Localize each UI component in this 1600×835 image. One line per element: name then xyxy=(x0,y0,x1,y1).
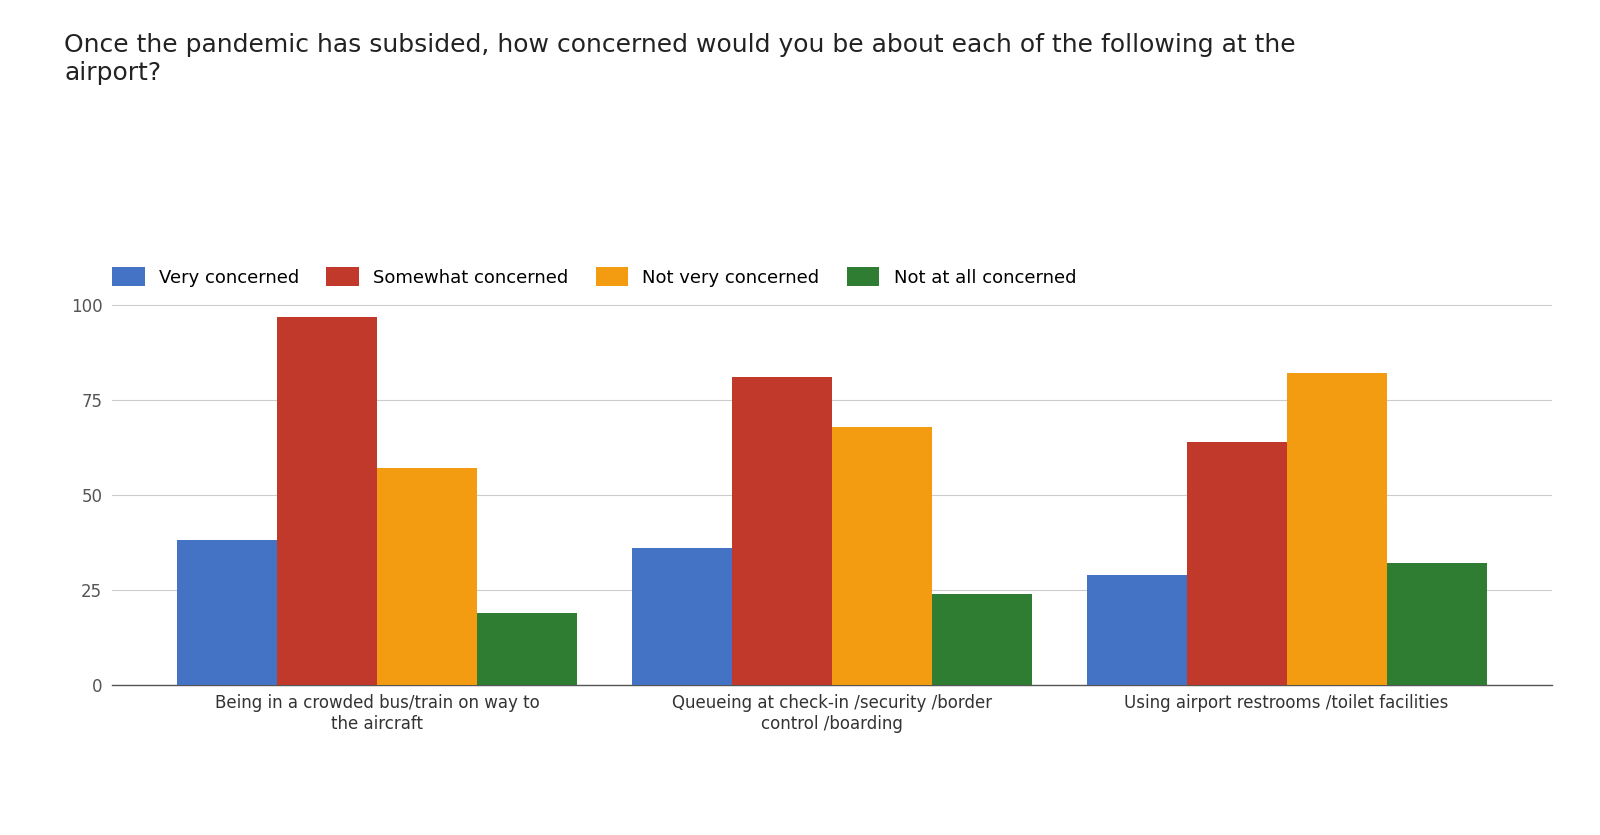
Bar xyxy=(477,613,578,685)
Bar xyxy=(1387,564,1486,685)
Bar xyxy=(731,377,832,685)
Bar xyxy=(277,316,378,685)
Bar xyxy=(1187,442,1286,685)
Bar xyxy=(178,540,277,685)
Bar xyxy=(832,427,931,685)
Bar xyxy=(632,548,731,685)
Text: Once the pandemic has subsided, how concerned would you be about each of the fol: Once the pandemic has subsided, how conc… xyxy=(64,33,1296,85)
Bar xyxy=(1086,574,1187,685)
Bar xyxy=(931,594,1032,685)
Legend: Very concerned, Somewhat concerned, Not very concerned, Not at all concerned: Very concerned, Somewhat concerned, Not … xyxy=(112,267,1077,286)
Bar xyxy=(378,468,477,685)
Bar xyxy=(1286,373,1387,685)
